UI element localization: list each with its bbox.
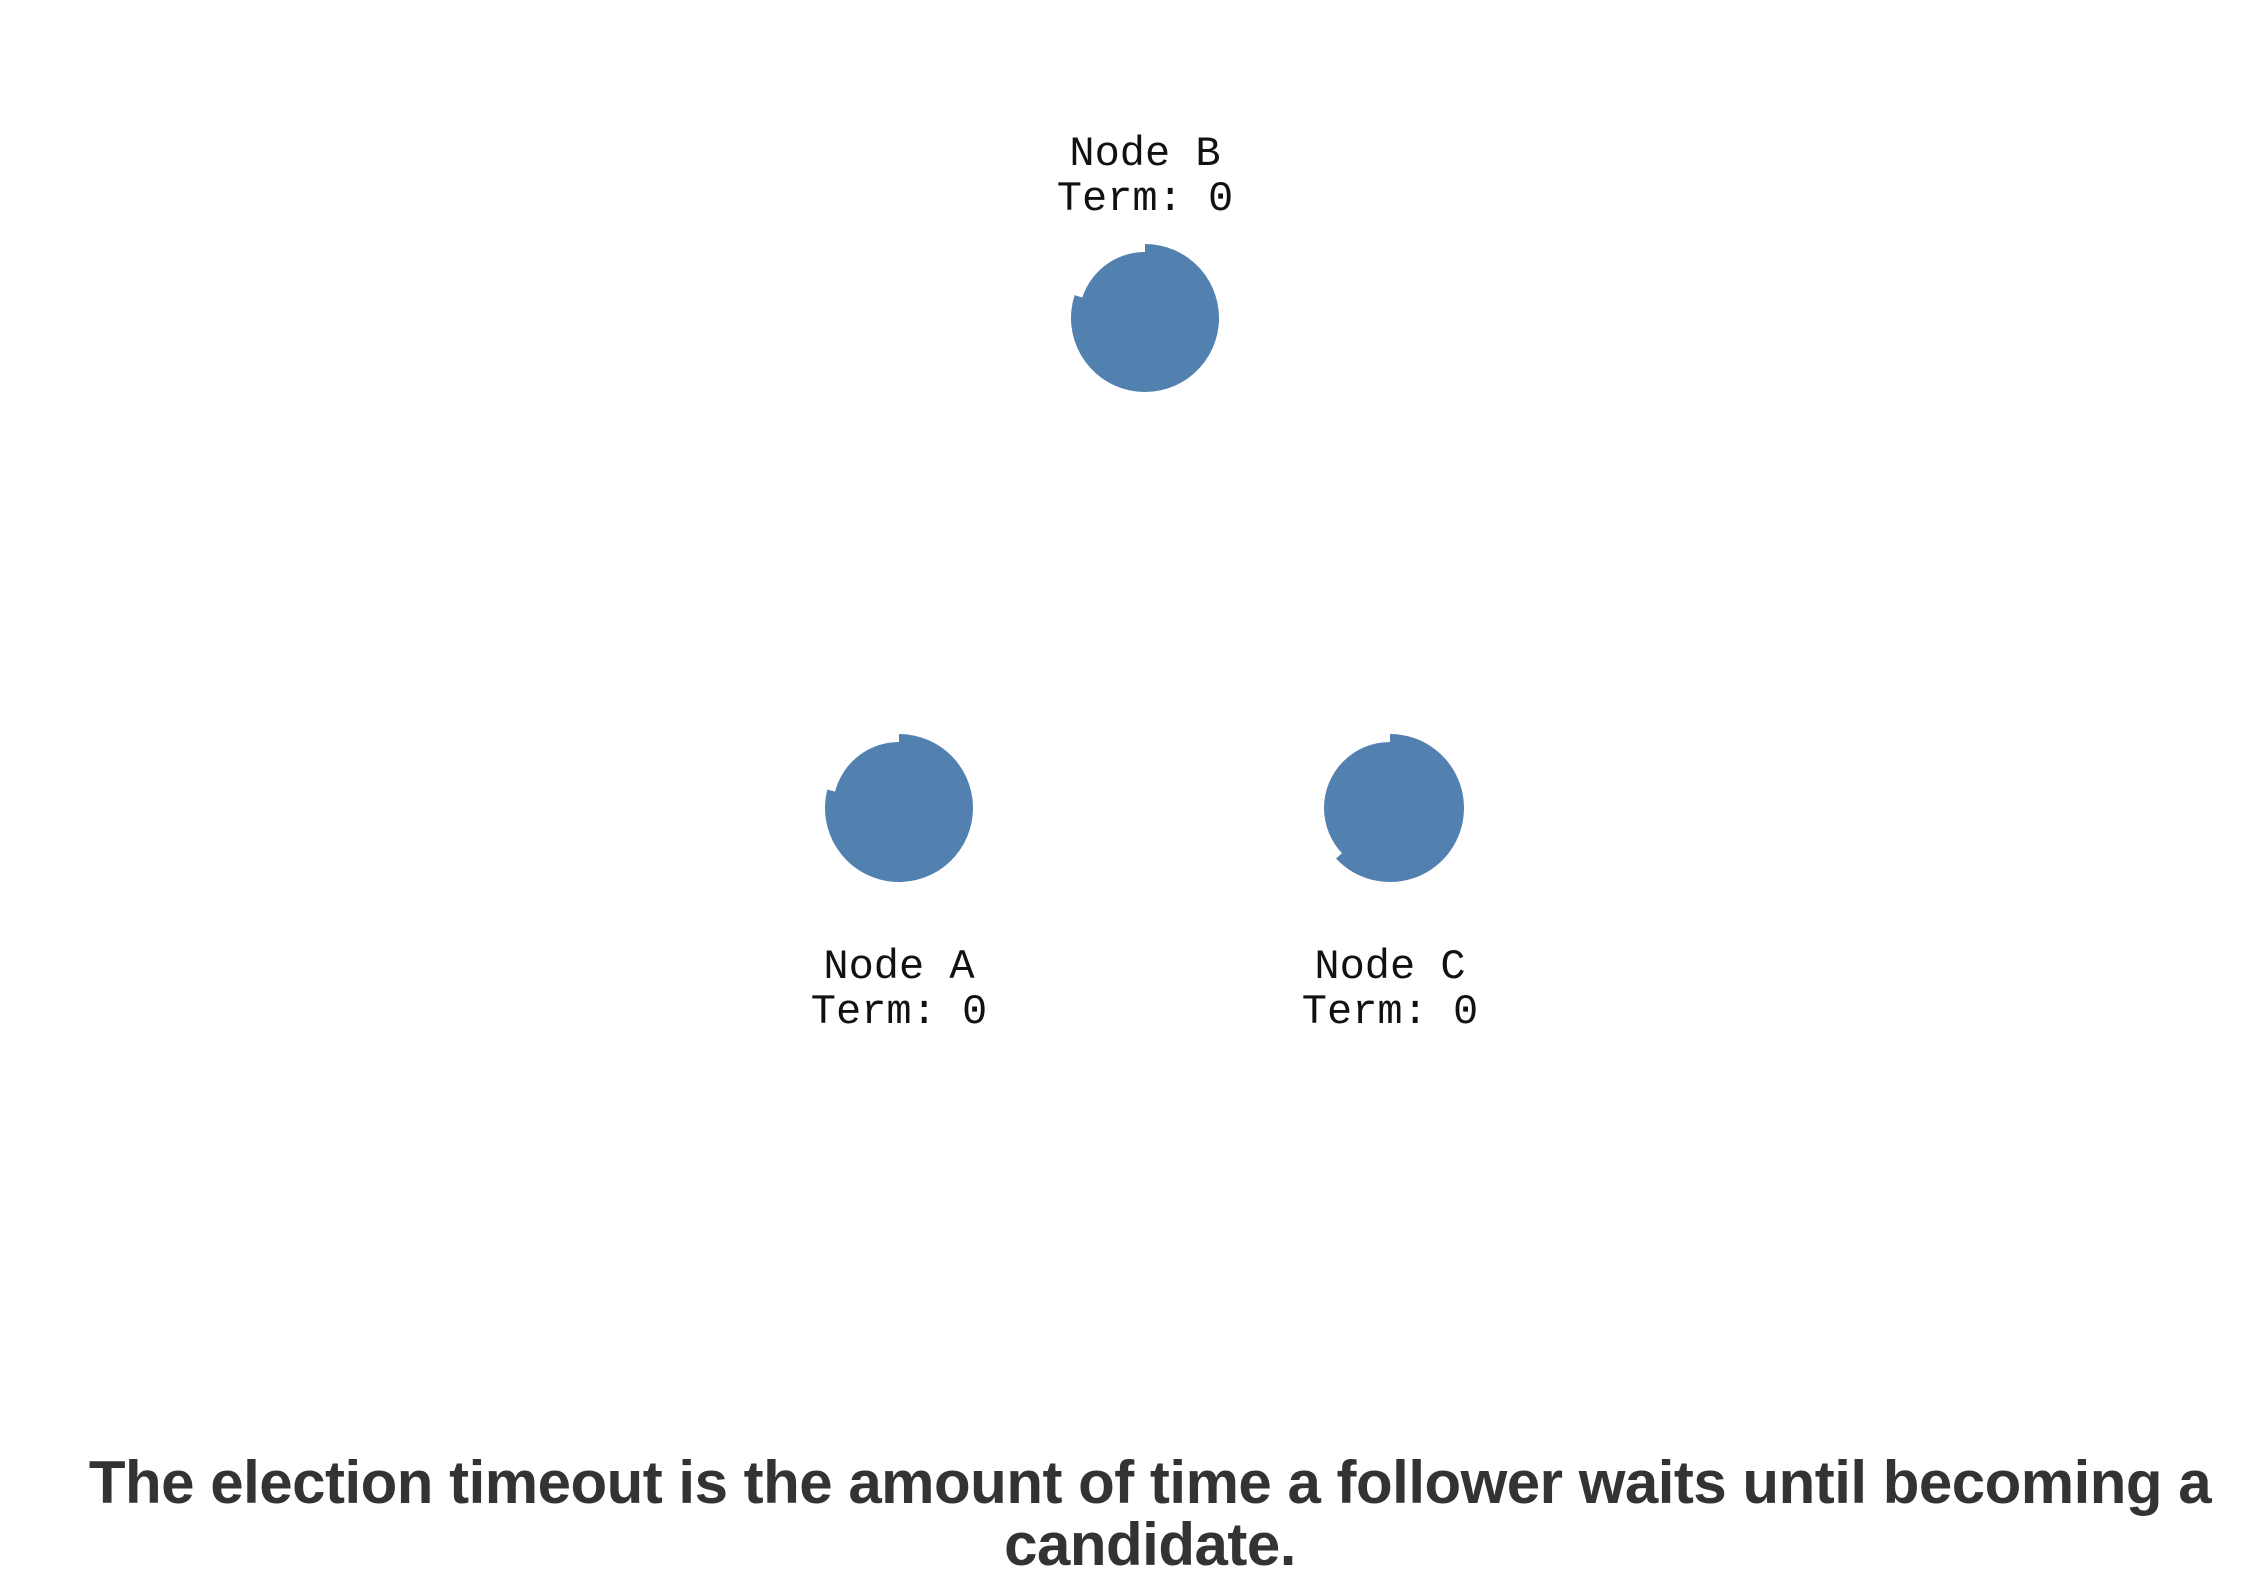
node-a-circle: [833, 742, 965, 874]
node-a: Node A Term: 0: [811, 734, 987, 1036]
node-c: Node C Term: 0: [1302, 734, 1478, 1036]
node-b-circle: [1079, 252, 1211, 384]
node-c-timeout-ring: [1336, 734, 1464, 882]
node-c-term: Term: 0: [1302, 988, 1478, 1036]
node-c-name: Node C: [1314, 943, 1465, 991]
caption-text: The election timeout is the amount of ti…: [88, 1449, 2212, 1578]
node-a-term: Term: 0: [811, 988, 987, 1036]
node-b: Node B Term: 0: [1057, 130, 1233, 393]
node-c-circle: [1324, 742, 1456, 874]
node-b-name: Node B: [1069, 130, 1220, 178]
node-a-name: Node A: [823, 943, 975, 991]
node-b-term: Term: 0: [1057, 175, 1233, 223]
